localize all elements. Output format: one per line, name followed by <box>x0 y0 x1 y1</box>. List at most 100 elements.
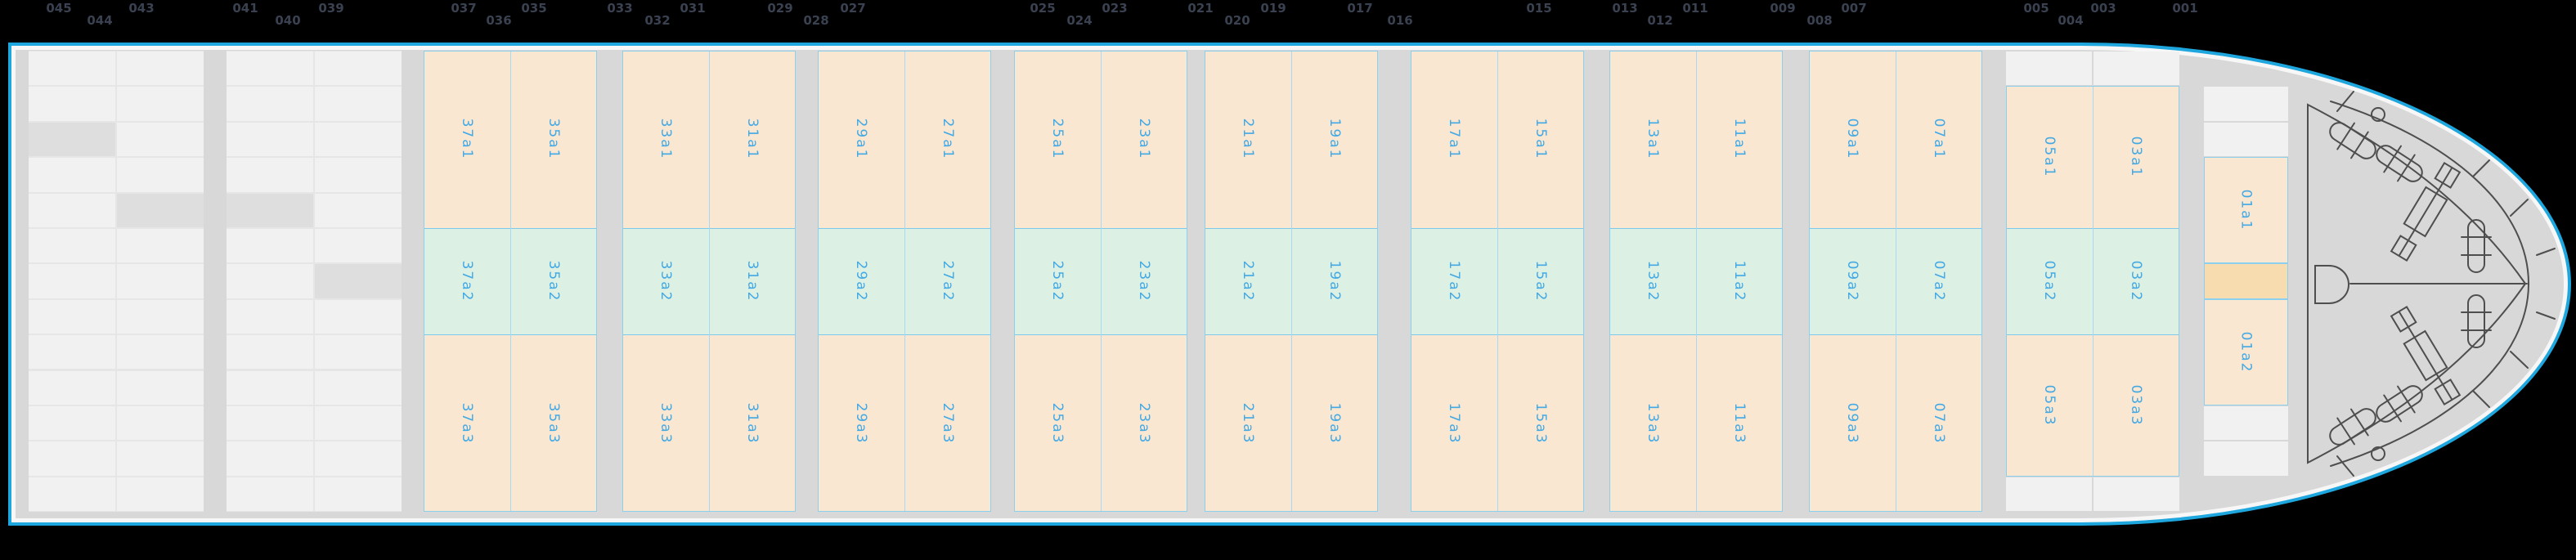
storage-cell[interactable] <box>315 299 402 334</box>
cabin-cell[interactable]: 29a3 <box>818 334 904 512</box>
cabin-cell[interactable]: 09a3 <box>1809 334 1896 512</box>
cabin-cell[interactable]: 03a1 <box>2093 86 2179 228</box>
special-cell[interactable] <box>2204 263 2288 299</box>
storage-cell[interactable] <box>29 228 115 263</box>
storage-cell[interactable] <box>315 158 402 192</box>
storage-cell[interactable] <box>2006 477 2092 511</box>
storage-cell[interactable] <box>117 477 204 511</box>
cabin-cell[interactable]: 17a1 <box>1411 51 1497 228</box>
storage-cell[interactable] <box>227 52 313 86</box>
storage-cell[interactable] <box>2204 87 2288 121</box>
storage-cell[interactable] <box>2094 477 2179 511</box>
storage-cell[interactable] <box>29 370 115 405</box>
cabin-cell[interactable]: 23a3 <box>1101 334 1187 512</box>
storage-cell[interactable] <box>315 52 402 86</box>
cabin-cell[interactable]: 37a3 <box>424 334 510 512</box>
storage-cell[interactable] <box>227 405 313 441</box>
cabin-cell[interactable]: 31a3 <box>709 334 796 512</box>
cabin-cell[interactable]: 25a2 <box>1014 228 1101 334</box>
cabin-cell[interactable]: 01a1 <box>2204 157 2288 264</box>
cabin-cell[interactable]: 35a2 <box>510 228 597 334</box>
storage-cell[interactable] <box>29 405 115 441</box>
cabin-cell[interactable]: 17a3 <box>1411 334 1497 512</box>
cabin-cell[interactable]: 01a2 <box>2204 298 2288 405</box>
cabin-cell[interactable]: 07a2 <box>1896 228 1982 334</box>
storage-cell[interactable] <box>117 405 204 441</box>
storage-cell[interactable] <box>2204 405 2288 441</box>
storage-cell[interactable] <box>315 335 402 370</box>
storage-cell[interactable] <box>315 264 402 298</box>
storage-cell[interactable] <box>117 370 204 405</box>
storage-cell[interactable] <box>315 228 402 263</box>
cabin-cell[interactable]: 13a2 <box>1609 228 1696 334</box>
storage-cell[interactable] <box>117 335 204 370</box>
storage-cell[interactable] <box>227 370 313 405</box>
cabin-cell[interactable]: 35a3 <box>510 334 597 512</box>
storage-cell[interactable] <box>117 228 204 263</box>
storage-cell[interactable] <box>227 477 313 511</box>
cabin-cell[interactable]: 09a1 <box>1809 51 1896 228</box>
cabin-cell[interactable]: 13a3 <box>1609 334 1696 512</box>
cabin-cell[interactable]: 19a2 <box>1291 228 1378 334</box>
storage-cell[interactable] <box>315 405 402 441</box>
cabin-cell[interactable]: 11a2 <box>1696 228 1783 334</box>
storage-cell[interactable] <box>315 122 402 157</box>
cabin-cell[interactable]: 25a1 <box>1014 51 1101 228</box>
storage-cell[interactable] <box>29 477 115 511</box>
storage-cell[interactable] <box>2006 52 2092 86</box>
cabin-cell[interactable]: 21a1 <box>1205 51 1291 228</box>
storage-cell[interactable] <box>227 122 313 157</box>
cabin-cell[interactable]: 27a1 <box>904 51 991 228</box>
storage-cell[interactable] <box>315 441 402 476</box>
cabin-cell[interactable]: 23a2 <box>1101 228 1187 334</box>
storage-cell[interactable] <box>117 158 204 192</box>
cabin-cell[interactable]: 31a1 <box>709 51 796 228</box>
storage-cell[interactable] <box>315 477 402 511</box>
cabin-cell[interactable]: 19a1 <box>1291 51 1378 228</box>
storage-cell[interactable] <box>29 193 115 227</box>
storage-cell[interactable] <box>227 193 313 227</box>
storage-cell[interactable] <box>117 441 204 476</box>
cabin-cell[interactable]: 13a1 <box>1609 51 1696 228</box>
storage-cell[interactable] <box>2204 441 2288 476</box>
cabin-cell[interactable]: 25a3 <box>1014 334 1101 512</box>
storage-cell[interactable] <box>29 52 115 86</box>
cabin-cell[interactable]: 31a2 <box>709 228 796 334</box>
cabin-cell[interactable]: 15a1 <box>1497 51 1584 228</box>
cabin-cell[interactable]: 33a1 <box>622 51 709 228</box>
storage-cell[interactable] <box>2204 122 2288 157</box>
storage-cell[interactable] <box>227 441 313 476</box>
storage-cell[interactable] <box>29 122 115 157</box>
storage-cell[interactable] <box>227 299 313 334</box>
storage-cell[interactable] <box>227 335 313 370</box>
cabin-cell[interactable]: 21a2 <box>1205 228 1291 334</box>
storage-cell[interactable] <box>117 122 204 157</box>
cabin-cell[interactable]: 15a3 <box>1497 334 1584 512</box>
storage-cell[interactable] <box>117 193 204 227</box>
cabin-cell[interactable]: 21a3 <box>1205 334 1291 512</box>
cabin-cell[interactable]: 05a3 <box>2006 334 2093 477</box>
cabin-cell[interactable]: 05a1 <box>2006 86 2093 228</box>
cabin-cell[interactable]: 19a3 <box>1291 334 1378 512</box>
cabin-cell[interactable]: 35a1 <box>510 51 597 228</box>
cabin-cell[interactable]: 03a2 <box>2093 228 2179 334</box>
cabin-cell[interactable]: 05a2 <box>2006 228 2093 334</box>
cabin-cell[interactable]: 07a3 <box>1896 334 1982 512</box>
storage-cell[interactable] <box>315 87 402 121</box>
cabin-cell[interactable]: 15a2 <box>1497 228 1584 334</box>
cabin-cell[interactable]: 27a2 <box>904 228 991 334</box>
cabin-cell[interactable]: 23a1 <box>1101 51 1187 228</box>
storage-cell[interactable] <box>227 87 313 121</box>
storage-cell[interactable] <box>117 264 204 298</box>
cabin-cell[interactable]: 07a1 <box>1896 51 1982 228</box>
storage-cell[interactable] <box>315 370 402 405</box>
storage-cell[interactable] <box>29 299 115 334</box>
cabin-cell[interactable]: 27a3 <box>904 334 991 512</box>
storage-cell[interactable] <box>227 264 313 298</box>
storage-cell[interactable] <box>29 158 115 192</box>
storage-cell[interactable] <box>117 299 204 334</box>
storage-cell[interactable] <box>227 158 313 192</box>
cabin-cell[interactable]: 29a1 <box>818 51 904 228</box>
cabin-cell[interactable]: 29a2 <box>818 228 904 334</box>
storage-cell[interactable] <box>29 335 115 370</box>
